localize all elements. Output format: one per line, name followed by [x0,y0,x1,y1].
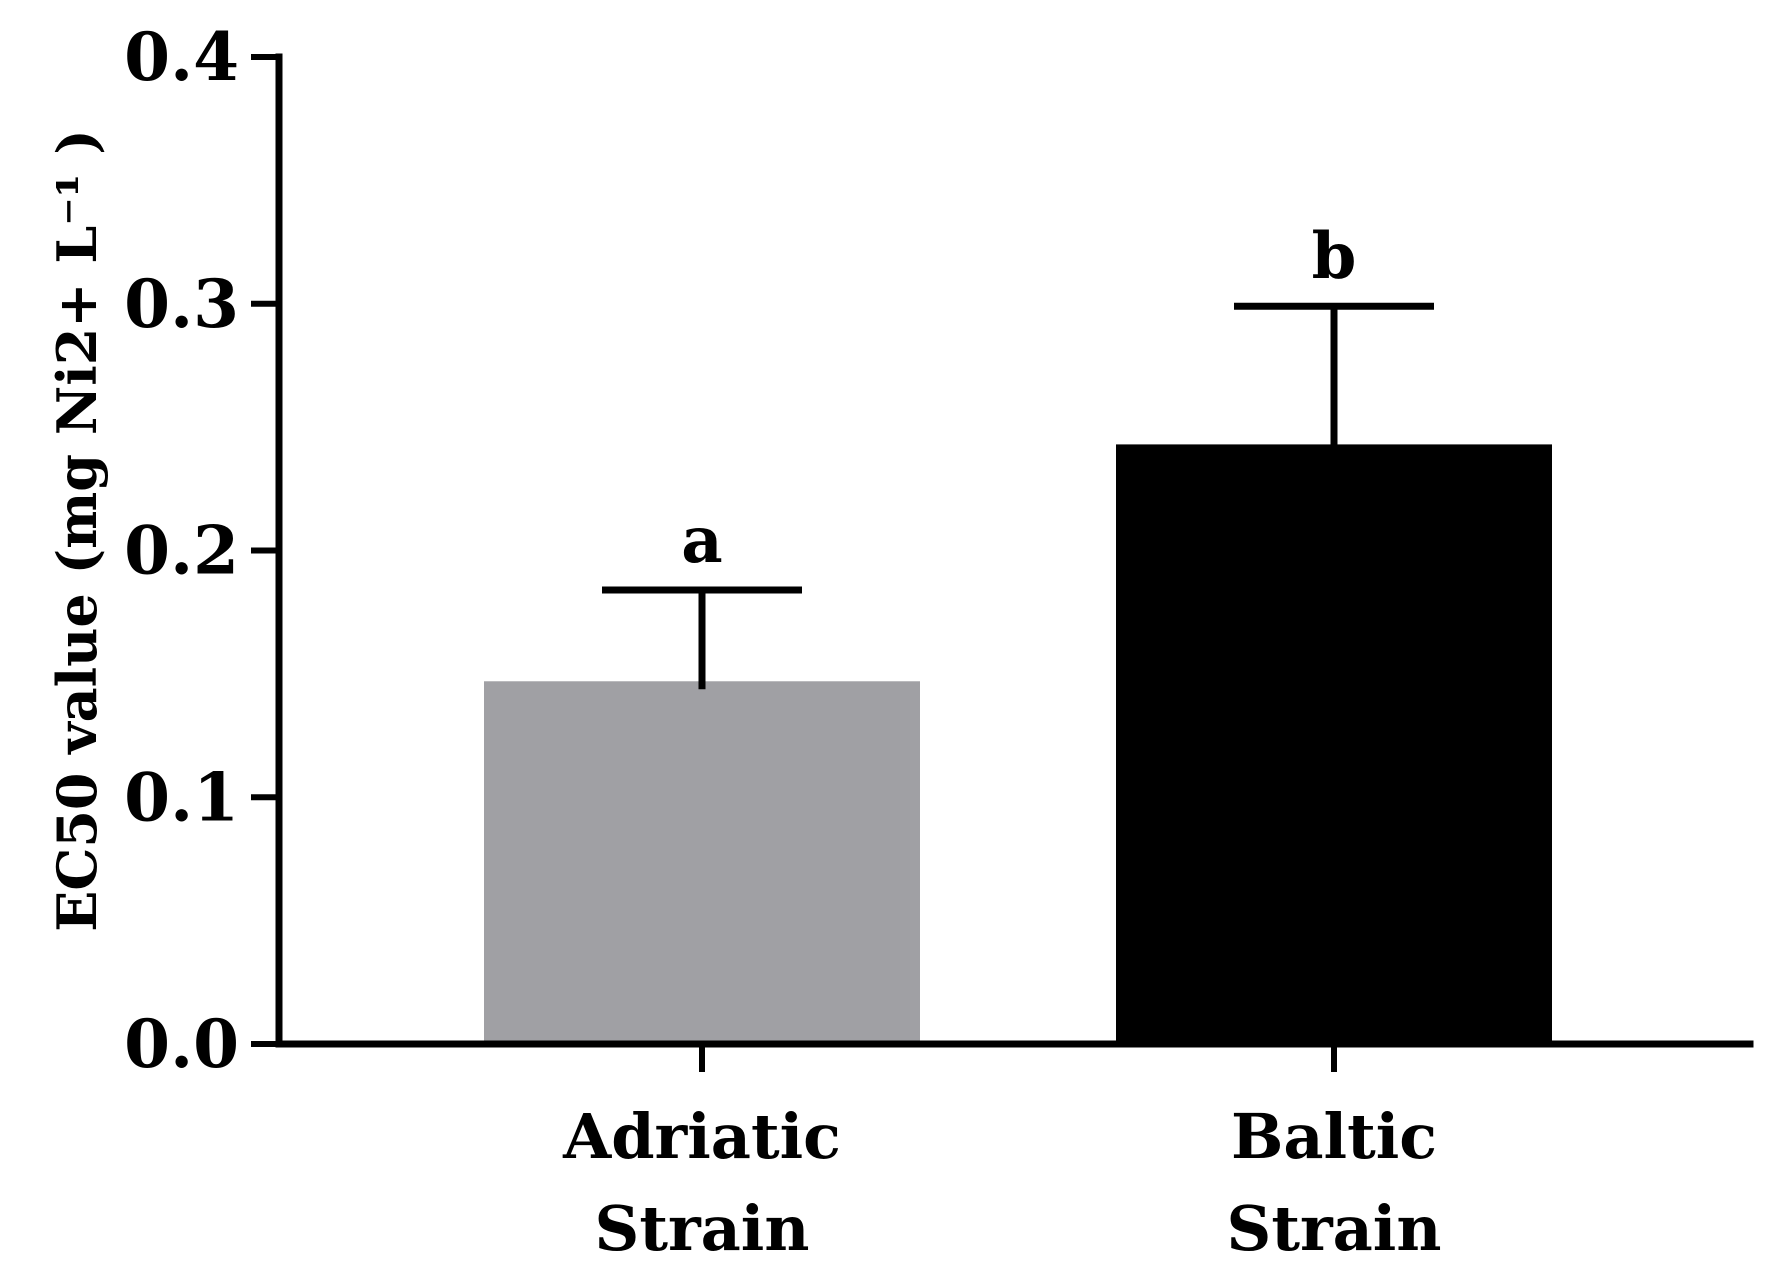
x-category-label-line1: Baltic [1231,1100,1437,1173]
significance-letter: a [681,503,722,578]
x-category-label-line2: Strain [1227,1192,1442,1265]
y-tick-label: 0.4 [124,18,239,96]
error-bars-layer [602,302,1434,690]
y-ticks-layer: 0.0 0.1 0.2 0.3 0.4 [124,18,279,1083]
bar-baltic [1116,444,1552,1045]
significance-layer: ab [681,219,1356,578]
bars-layer [484,444,1552,1045]
y-axis-title: EC50 value (mg Ni2+ L⁻¹ ) [45,129,109,932]
x-category-label-line1: Adriatic [562,1100,841,1173]
y-tick-label: 0.1 [124,758,239,836]
y-tick-label: 0.3 [124,265,239,343]
y-tick-label: 0.2 [124,512,239,590]
x-category-label-line2: Strain [595,1192,810,1265]
y-tick-label: 0.0 [124,1005,239,1083]
bar-adriatic [484,681,920,1044]
significance-letter: b [1312,219,1357,294]
x-categories-layer: Adriatic Strain Baltic Strain [562,1044,1441,1265]
